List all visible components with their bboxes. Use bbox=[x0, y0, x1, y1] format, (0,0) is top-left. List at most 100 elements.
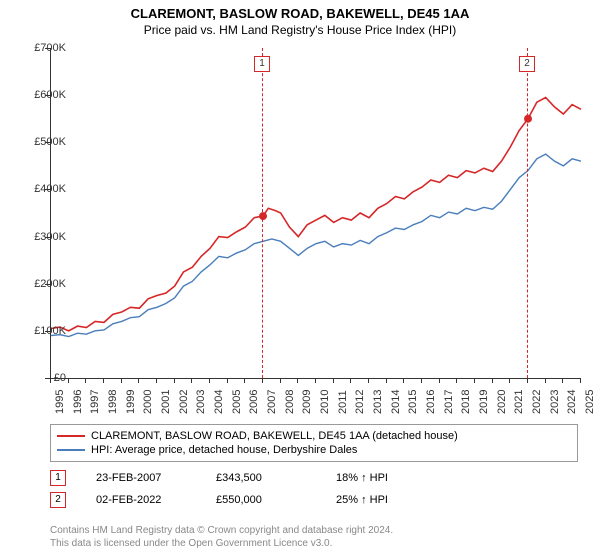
sale-marker-point bbox=[259, 212, 267, 220]
x-axis-tick bbox=[244, 378, 245, 383]
series-line bbox=[51, 154, 581, 336]
y-axis-tick bbox=[45, 331, 50, 332]
y-axis-tick-label: £600K bbox=[34, 89, 66, 101]
legend-label: CLAREMONT, BASLOW ROAD, BAKEWELL, DE45 1… bbox=[91, 430, 458, 442]
x-axis-tick-label: 2011 bbox=[337, 390, 349, 414]
x-axis-tick-label: 2004 bbox=[213, 390, 225, 414]
x-axis-tick bbox=[85, 378, 86, 383]
y-axis-tick bbox=[45, 284, 50, 285]
x-axis-tick-label: 2013 bbox=[372, 390, 384, 414]
x-axis-tick-label: 2022 bbox=[531, 390, 543, 414]
sale-marker-label: 1 bbox=[254, 56, 270, 72]
x-axis-tick-label: 2021 bbox=[513, 390, 525, 414]
x-axis-tick bbox=[509, 378, 510, 383]
series-line bbox=[51, 98, 581, 331]
legend-label: HPI: Average price, detached house, Derb… bbox=[91, 444, 357, 456]
legend-row: HPI: Average price, detached house, Derb… bbox=[57, 443, 571, 457]
x-axis-tick bbox=[403, 378, 404, 383]
sale-marker-label: 2 bbox=[519, 56, 535, 72]
chart-container: CLAREMONT, BASLOW ROAD, BAKEWELL, DE45 1… bbox=[0, 0, 600, 560]
x-axis-tick bbox=[350, 378, 351, 383]
sale-row-date: 23-FEB-2007 bbox=[96, 472, 186, 484]
x-axis-tick bbox=[315, 378, 316, 383]
x-axis-tick bbox=[545, 378, 546, 383]
footer-line-1: Contains HM Land Registry data © Crown c… bbox=[50, 524, 393, 537]
x-axis-tick-label: 1998 bbox=[107, 390, 119, 414]
y-axis-tick-label: £100K bbox=[34, 325, 66, 337]
y-axis-tick-label: £500K bbox=[34, 136, 66, 148]
x-axis-tick-label: 2019 bbox=[478, 390, 490, 414]
x-axis-tick-label: 2014 bbox=[390, 390, 402, 414]
sale-row-date: 02-FEB-2022 bbox=[96, 494, 186, 506]
x-axis-tick bbox=[527, 378, 528, 383]
sale-row-price: £550,000 bbox=[216, 494, 306, 506]
y-axis-tick-label: £400K bbox=[34, 183, 66, 195]
x-axis-tick-label: 2023 bbox=[549, 390, 561, 414]
sale-data-row: 202-FEB-2022£550,00025% ↑ HPI bbox=[50, 492, 578, 508]
y-axis-tick bbox=[45, 48, 50, 49]
x-axis-tick bbox=[297, 378, 298, 383]
x-axis-tick-label: 2008 bbox=[284, 390, 296, 414]
x-axis-tick-label: 2016 bbox=[425, 390, 437, 414]
x-axis-tick bbox=[492, 378, 493, 383]
x-axis-tick bbox=[138, 378, 139, 383]
x-axis-tick-label: 1997 bbox=[89, 390, 101, 414]
legend-swatch bbox=[57, 449, 85, 451]
x-axis-tick-label: 2010 bbox=[319, 390, 331, 414]
chart-svg bbox=[51, 48, 581, 378]
x-axis-tick-label: 2009 bbox=[301, 390, 313, 414]
plot-area bbox=[50, 48, 581, 379]
y-axis-tick-label: £200K bbox=[34, 278, 66, 290]
x-axis-tick bbox=[333, 378, 334, 383]
chart-subtitle: Price paid vs. HM Land Registry's House … bbox=[0, 21, 600, 41]
x-axis-tick-label: 2003 bbox=[195, 390, 207, 414]
chart-title: CLAREMONT, BASLOW ROAD, BAKEWELL, DE45 1… bbox=[0, 0, 600, 21]
x-axis-tick-label: 2002 bbox=[178, 390, 190, 414]
x-axis-tick bbox=[439, 378, 440, 383]
y-axis-tick-label: £0 bbox=[54, 372, 66, 384]
x-axis-tick bbox=[368, 378, 369, 383]
footer-line-2: This data is licensed under the Open Gov… bbox=[50, 537, 393, 550]
x-axis-tick-label: 2018 bbox=[460, 390, 472, 414]
sale-marker-point bbox=[524, 115, 532, 123]
y-axis-tick-label: £300K bbox=[34, 231, 66, 243]
x-axis-tick-label: 2015 bbox=[407, 390, 419, 414]
x-axis-tick-label: 2006 bbox=[248, 390, 260, 414]
sale-marker-line bbox=[262, 48, 263, 378]
x-axis-tick-label: 1999 bbox=[125, 390, 137, 414]
x-axis-tick-label: 2007 bbox=[266, 390, 278, 414]
x-axis-tick bbox=[580, 378, 581, 383]
legend: CLAREMONT, BASLOW ROAD, BAKEWELL, DE45 1… bbox=[50, 424, 578, 462]
x-axis-tick bbox=[456, 378, 457, 383]
y-axis-tick bbox=[45, 142, 50, 143]
x-axis-tick bbox=[474, 378, 475, 383]
x-axis-tick bbox=[421, 378, 422, 383]
legend-row: CLAREMONT, BASLOW ROAD, BAKEWELL, DE45 1… bbox=[57, 429, 571, 443]
x-axis-tick-label: 2024 bbox=[566, 390, 578, 414]
y-axis-tick bbox=[45, 189, 50, 190]
x-axis-tick-label: 2025 bbox=[584, 390, 596, 414]
x-axis-tick bbox=[562, 378, 563, 383]
legend-swatch bbox=[57, 435, 85, 437]
x-axis-tick bbox=[386, 378, 387, 383]
y-axis-tick bbox=[45, 95, 50, 96]
x-axis-tick bbox=[227, 378, 228, 383]
x-axis-tick bbox=[209, 378, 210, 383]
x-axis-tick-label: 2012 bbox=[354, 390, 366, 414]
sale-data-row: 123-FEB-2007£343,50018% ↑ HPI bbox=[50, 470, 578, 486]
y-axis-tick-label: £700K bbox=[34, 42, 66, 54]
sale-row-marker: 1 bbox=[50, 470, 66, 486]
sale-marker-line bbox=[527, 48, 528, 378]
x-axis-tick bbox=[280, 378, 281, 383]
sale-row-delta: 25% ↑ HPI bbox=[336, 494, 426, 506]
x-axis-tick-label: 1995 bbox=[54, 390, 66, 414]
x-axis-tick bbox=[68, 378, 69, 383]
x-axis-tick bbox=[174, 378, 175, 383]
x-axis-tick-label: 2005 bbox=[231, 390, 243, 414]
x-axis-tick-label: 2017 bbox=[443, 390, 455, 414]
y-axis-tick bbox=[45, 237, 50, 238]
x-axis-tick bbox=[121, 378, 122, 383]
x-axis-tick-label: 2000 bbox=[142, 390, 154, 414]
x-axis-tick bbox=[50, 378, 51, 383]
x-axis-tick-label: 2020 bbox=[496, 390, 508, 414]
